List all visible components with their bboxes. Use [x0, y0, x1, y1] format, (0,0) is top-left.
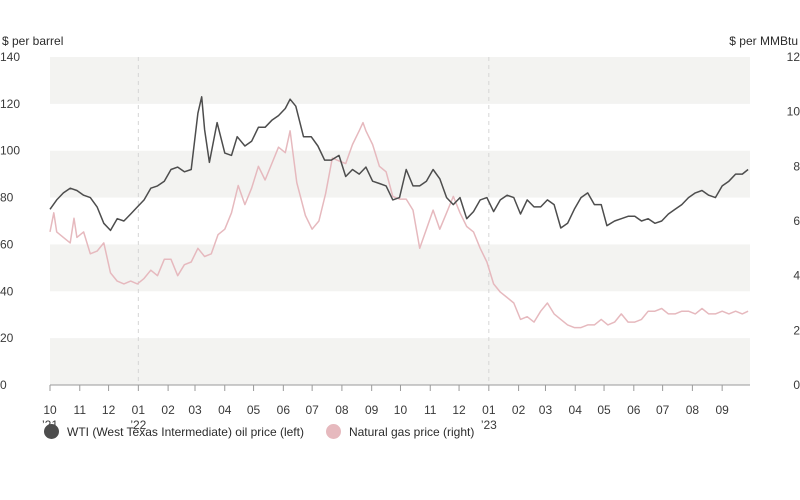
x-tick-label: 02 [512, 403, 526, 417]
x-tick-label: 04 [569, 403, 583, 417]
y-left-tick-label: 120 [0, 97, 20, 111]
legend-label-wti: WTI (West Texas Intermediate) oil price … [67, 424, 304, 439]
legend-item-wti: WTI (West Texas Intermediate) oil price … [44, 424, 304, 439]
y-right-tick-label: 0 [793, 378, 800, 392]
x-tick-label: 10 [394, 403, 408, 417]
x-tick-label: 05 [247, 403, 261, 417]
y-right-tick-label: 10 [787, 105, 800, 119]
x-tick-label: 04 [218, 403, 232, 417]
y-left-tick-label: 100 [0, 144, 20, 158]
grid-band [50, 57, 750, 104]
x-tick-label: 06 [277, 403, 291, 417]
left-axis-title: $ per barrel [2, 34, 64, 48]
x-tick-label: 05 [597, 403, 611, 417]
y-left-tick-label: 0 [0, 378, 7, 392]
y-right-tick-label: 6 [793, 214, 800, 228]
x-tick-label: 08 [686, 403, 700, 417]
y-right-tick-label: 8 [793, 159, 800, 173]
x-tick-label: 11 [424, 403, 437, 417]
x-tick-label: 01 [482, 403, 496, 417]
x-tick-label: 08 [335, 403, 349, 417]
x-tick-label: 09 [715, 403, 729, 417]
right-axis-title: $ per MMBtu [729, 34, 798, 48]
x-tick-label: 10 [43, 403, 57, 417]
x-tick-label: 07 [656, 403, 670, 417]
legend-item-gas: Natural gas price (right) [325, 424, 475, 439]
y-right-tick-label: 2 [793, 323, 800, 337]
series-line-wti [49, 96, 749, 232]
y-left-tick-label: 60 [0, 237, 14, 251]
x-tick-label: 12 [102, 403, 116, 417]
y-right-tick-label: 12 [787, 50, 800, 64]
x-tick-label: 09 [365, 403, 379, 417]
grid-band [50, 150, 750, 198]
legend-label-gas: Natural gas price (right) [348, 424, 475, 439]
y-left-tick-label: 80 [0, 191, 14, 205]
x-tick-label: 01 [132, 403, 146, 417]
x-tick-label: 06 [627, 403, 641, 417]
grid-band [50, 244, 750, 292]
y-left-tick-label: 40 [0, 284, 14, 298]
x-tick-year-label: ’22 [130, 418, 146, 432]
x-tick-label: 07 [305, 403, 319, 417]
x-tick-label: 02 [161, 403, 175, 417]
legend: WTI (West Texas Intermediate) oil price … [44, 424, 496, 439]
y-right-tick-label: 4 [793, 269, 800, 283]
x-tick-label: 11 [74, 403, 87, 417]
legend-swatch-wti [44, 424, 59, 439]
grid-band [50, 338, 750, 385]
x-tick-label: 03 [539, 403, 553, 417]
series-line-natural-gas [49, 121, 749, 329]
y-left-tick-label: 140 [0, 50, 20, 64]
y-left-tick-label: 20 [0, 331, 14, 345]
x-tick-label: 03 [188, 403, 202, 417]
x-tick-year-label: ’23 [481, 418, 497, 432]
legend-swatch-gas [325, 424, 341, 439]
x-tick-label: 12 [452, 403, 466, 417]
